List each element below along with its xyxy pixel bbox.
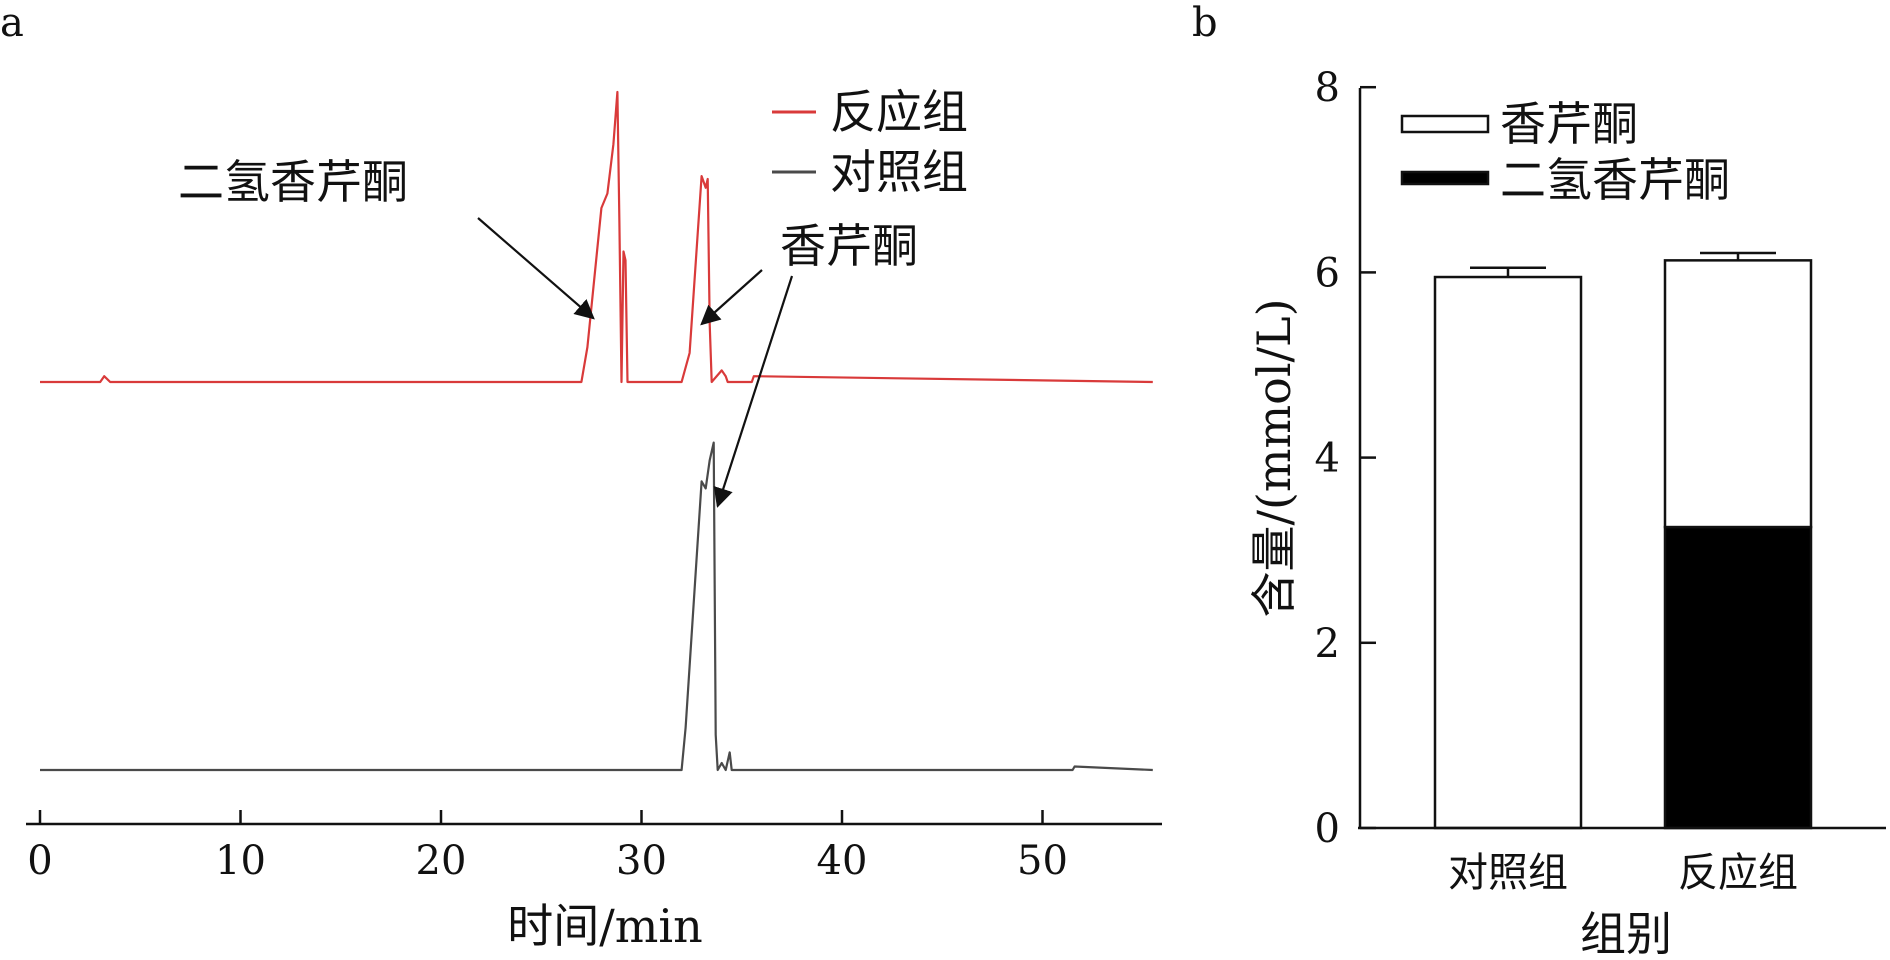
panel-a-x-tick-label-5: 50 bbox=[1017, 838, 1068, 884]
panel-b-x-axis-title: 组别 bbox=[1580, 907, 1672, 960]
panel-b-y-axis-title: 含量/(mmol/L) bbox=[1247, 298, 1301, 617]
panel-b-x-tick-label-1: 反应组 bbox=[1678, 850, 1798, 896]
panel-b-legend-swatch-0 bbox=[1400, 114, 1490, 134]
panel-b-y-tick-label-3: 6 bbox=[1315, 250, 1340, 296]
panel-a-x-tick-label-1: 10 bbox=[215, 838, 266, 884]
panel-b-label: b bbox=[1192, 0, 1218, 46]
panel-b-legend-swatch-1 bbox=[1400, 170, 1490, 186]
panel-a-annotation-label-1: 香芹酮 bbox=[780, 219, 918, 273]
panel-b-bar-0-1 bbox=[1433, 275, 1583, 830]
panel-b-x-tick-label-0: 对照组 bbox=[1448, 850, 1568, 896]
panel-b-y-tick-label-4: 8 bbox=[1315, 65, 1340, 111]
panel-a-legend-label-0: 反应组 bbox=[830, 85, 968, 139]
panel-b-bar-1-1 bbox=[1663, 259, 1813, 529]
panel-b-y-tick-label-0: 0 bbox=[1315, 806, 1340, 852]
panel-b-bars bbox=[1433, 251, 1813, 830]
panel-b-y-tick-label-2: 4 bbox=[1315, 436, 1340, 482]
panel-a-x-axis-title: 时间/min bbox=[507, 899, 702, 953]
panel-b-y-tick-label-1: 2 bbox=[1315, 621, 1340, 667]
panel-a-x-tick-label-0: 0 bbox=[27, 838, 52, 884]
panel-a-legend-label-1: 对照组 bbox=[830, 145, 968, 199]
panel-a-annotation-label-0: 二氢香芹酮 bbox=[178, 155, 408, 209]
panel-b-legend-label-1: 二氢香芹酮 bbox=[1500, 153, 1730, 207]
panel-a-annotation-arrow-0 bbox=[477, 217, 595, 320]
panel-b-y-axis: 0 2 4 6 8 bbox=[1315, 65, 1376, 852]
panel-a-x-tick-label-4: 40 bbox=[817, 838, 868, 884]
panel-a-x-tick-label-3: 30 bbox=[616, 838, 667, 884]
panel-a-annotation-arrow-2 bbox=[713, 275, 794, 508]
panel-a-label: a bbox=[0, 0, 24, 46]
panel-a-annotation-arrow-1 bbox=[700, 269, 763, 326]
panel-a-x-tick-label-2: 20 bbox=[416, 838, 467, 884]
panel-b-x-axis: 对照组 反应组 bbox=[1358, 826, 1886, 896]
panel-b-bar-1-0 bbox=[1663, 525, 1813, 830]
panel-a-series-line-1 bbox=[40, 441, 1153, 772]
panel-a-series-line-0 bbox=[40, 90, 1153, 384]
panel-a-x-axis: 0 10 20 30 40 50 bbox=[26, 810, 1162, 884]
panel-a-curves bbox=[40, 90, 1153, 772]
panel-b-legend-label-0: 香芹酮 bbox=[1500, 97, 1638, 151]
